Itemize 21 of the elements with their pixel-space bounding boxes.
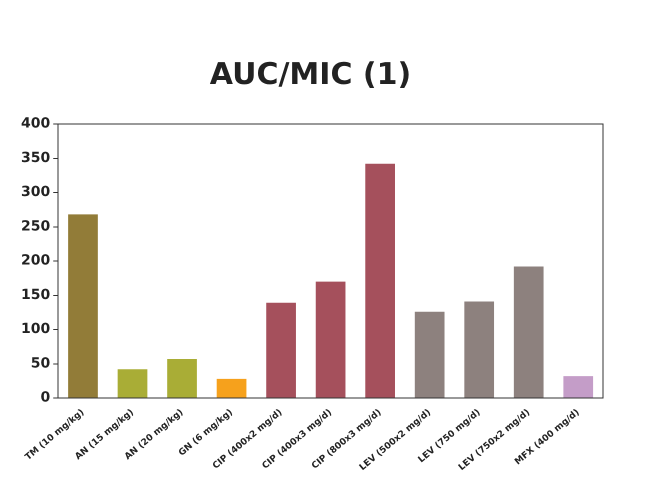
- y-tick-label: 100: [20, 321, 50, 338]
- chart-title: AUC/MIC (1): [210, 56, 412, 92]
- bar: [514, 266, 544, 398]
- bar: [464, 301, 494, 398]
- bar: [316, 282, 346, 398]
- bar: [68, 214, 98, 398]
- bar: [266, 302, 296, 398]
- y-tick-label: 350: [20, 150, 50, 166]
- y-tick-label: 300: [20, 184, 50, 200]
- y-tick-label: 200: [20, 252, 50, 269]
- bar: [118, 369, 148, 398]
- bar: [414, 312, 445, 398]
- bar: [563, 376, 594, 398]
- bar: [167, 358, 197, 398]
- y-tick-label: 400: [20, 116, 50, 132]
- y-tick-label: 150: [20, 286, 50, 303]
- y-tick-label: 250: [20, 218, 50, 234]
- y-tick-label: 50: [30, 355, 50, 372]
- y-tick-label: 0: [40, 390, 50, 406]
- bar: [365, 164, 395, 398]
- bar: [216, 378, 246, 398]
